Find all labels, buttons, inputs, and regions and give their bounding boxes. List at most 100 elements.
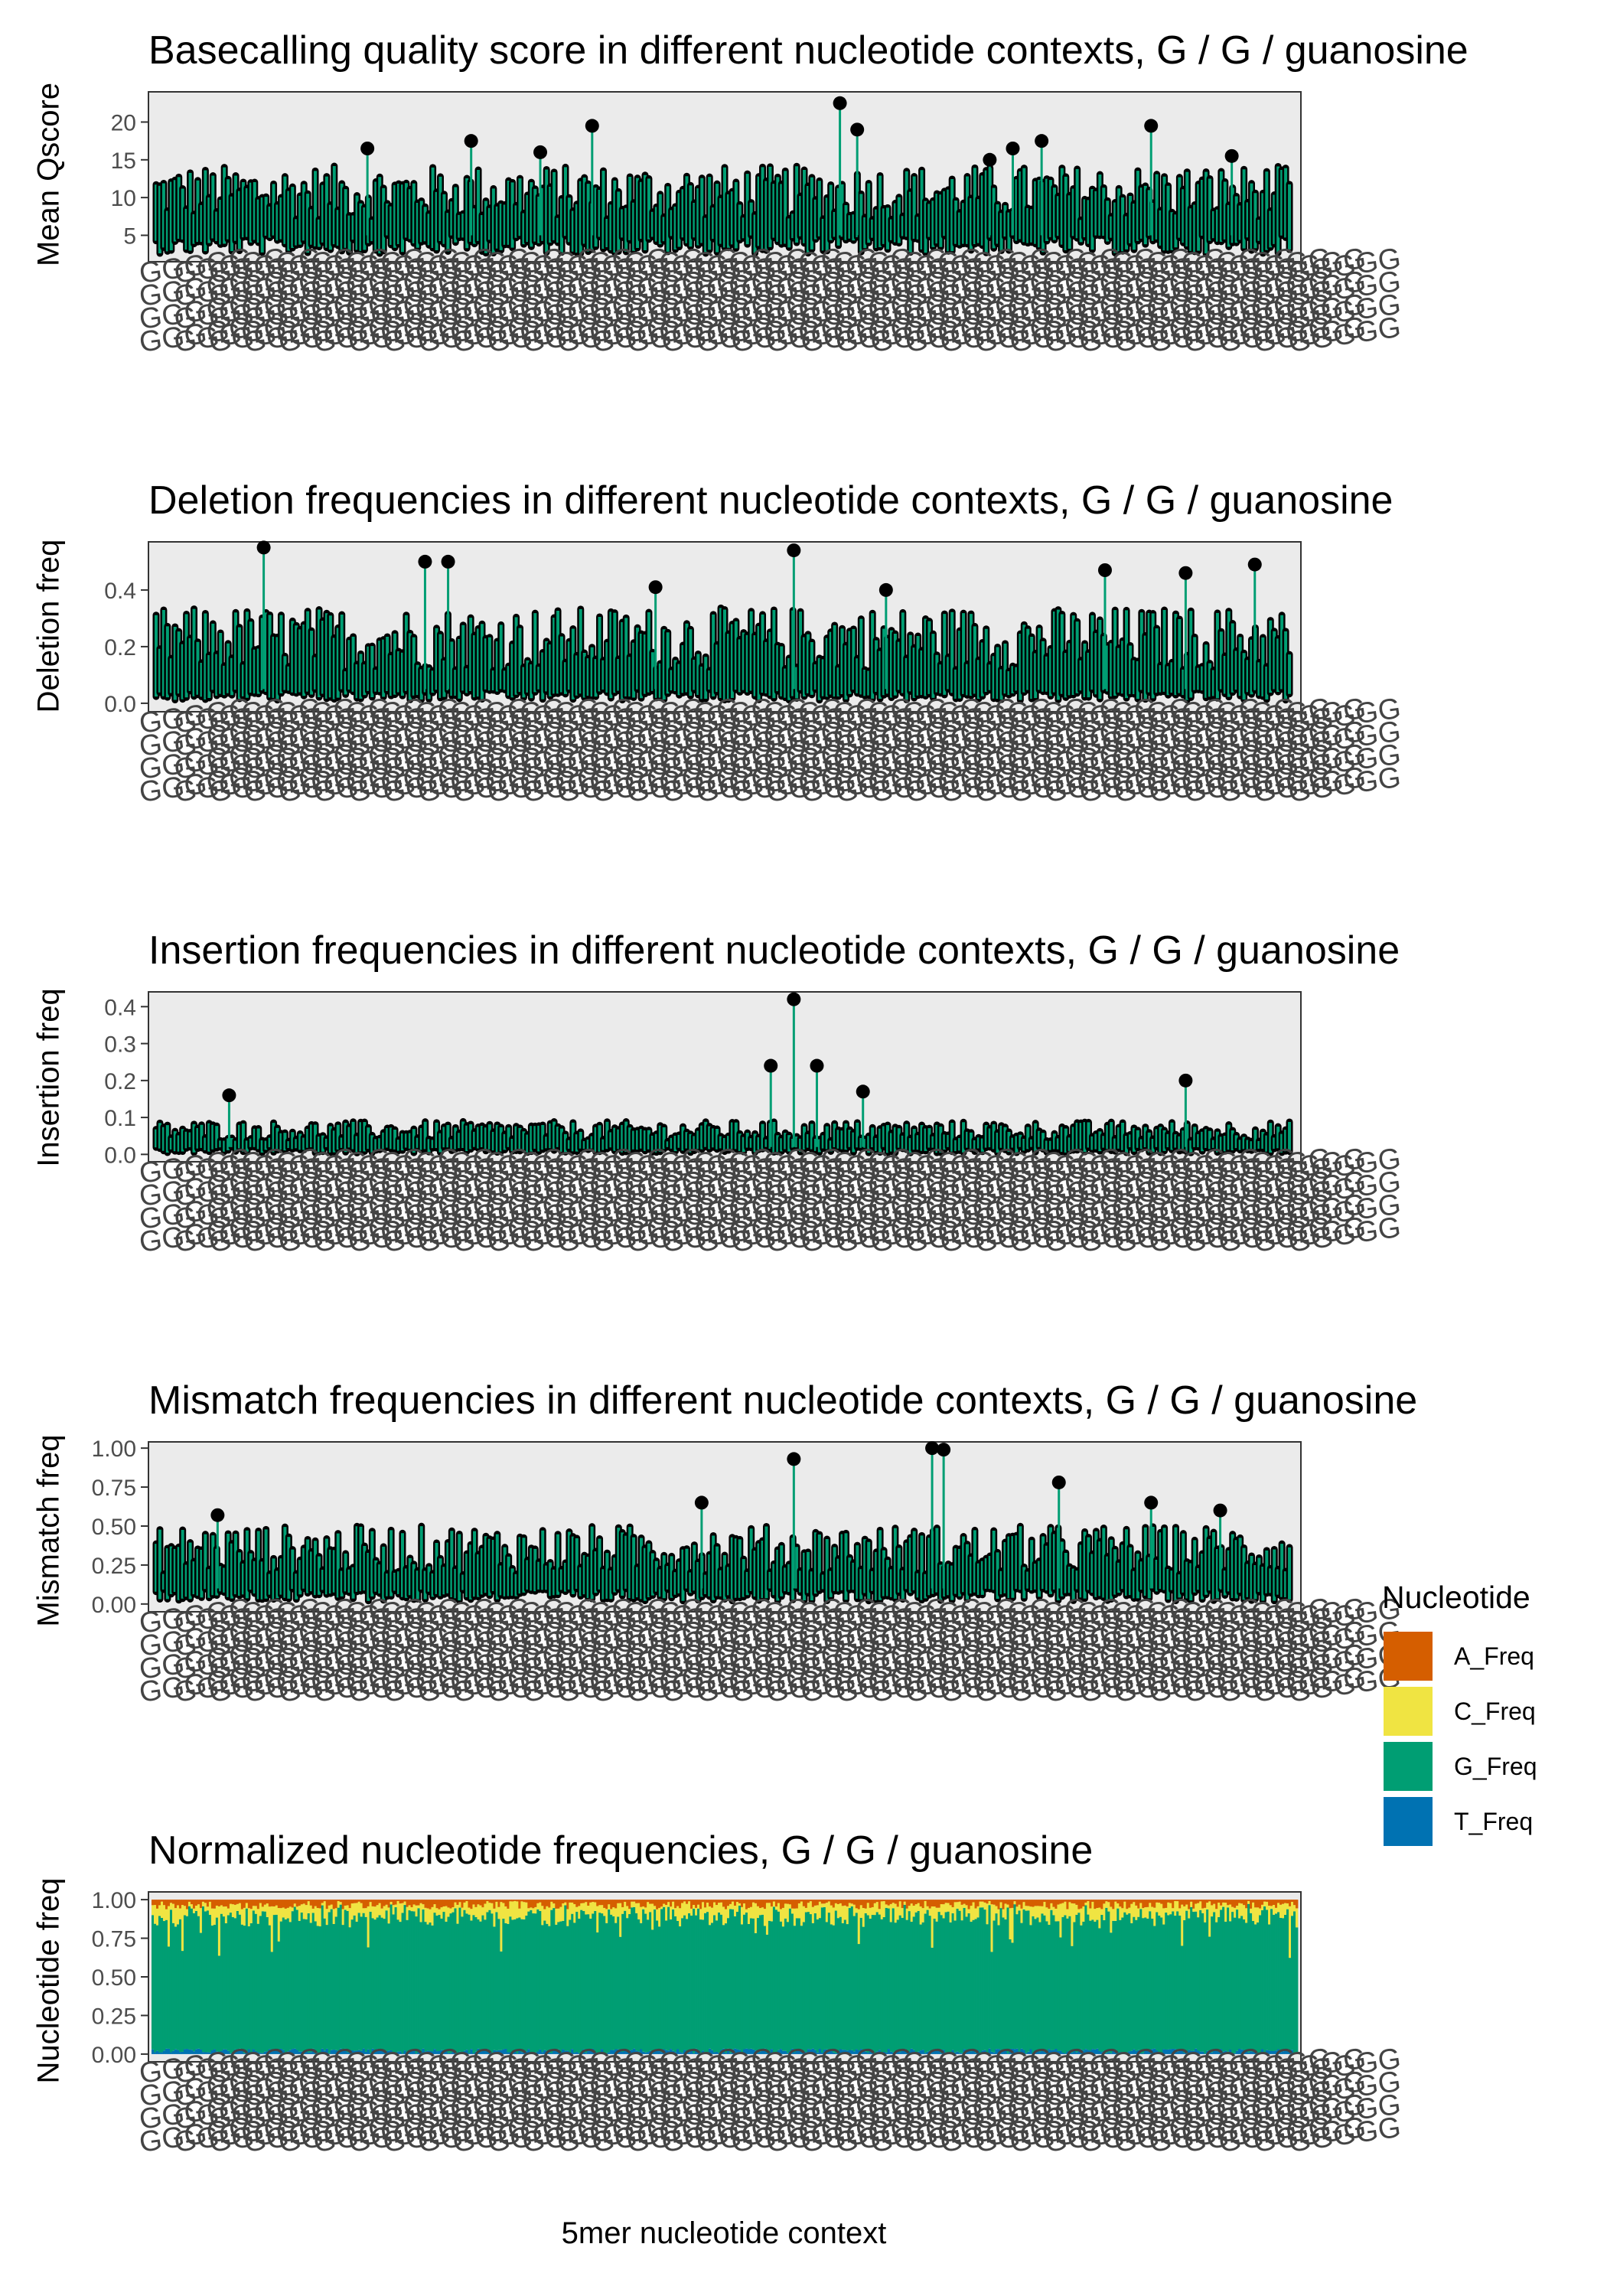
bar-segment-c_freq bbox=[875, 1902, 879, 1913]
bar-segment-g_freq bbox=[367, 1947, 370, 2050]
bar-segment-g_freq bbox=[617, 1916, 620, 2050]
bar-segment-g_freq bbox=[956, 1908, 959, 2052]
bar-segment-t_freq bbox=[523, 2052, 526, 2054]
bar-segment-a_freq bbox=[614, 1900, 618, 1909]
bar-segment-g_freq bbox=[325, 1925, 329, 2049]
x-tick-label: GGGGG bbox=[346, 289, 462, 336]
y-tick-label: 5 bbox=[123, 223, 136, 249]
bar-segment-t_freq bbox=[266, 2051, 269, 2054]
x-tick-label: GGGGG bbox=[1008, 739, 1124, 786]
x-tick-label: GGGGG bbox=[1077, 762, 1194, 809]
bar-segment-t_freq bbox=[1061, 2052, 1064, 2054]
x-tick-label: GGGGG bbox=[1147, 1143, 1263, 1190]
x-tick-label: GGGGG bbox=[276, 311, 393, 359]
bar-segment-t_freq bbox=[642, 2051, 645, 2054]
bar-segment-a_freq bbox=[243, 1900, 246, 1908]
bar-segment-t_freq bbox=[1137, 2050, 1140, 2054]
x-tick-label: GGGGG bbox=[799, 311, 915, 359]
bar-segment-g_freq bbox=[974, 1919, 977, 2053]
bar-segment-t_freq bbox=[852, 2051, 856, 2054]
bar-segment-g_freq bbox=[747, 1923, 751, 2050]
bar-segment-g_freq bbox=[463, 1910, 466, 2051]
bar-segment-g_freq bbox=[1128, 1913, 1131, 2052]
x-tick-label: GGGGG bbox=[1077, 266, 1194, 313]
x-tick-label: GGGGG bbox=[346, 311, 462, 359]
bar-segment-c_freq bbox=[781, 1907, 785, 1927]
x-tick-label: GGGGG bbox=[1251, 1662, 1367, 1709]
x-tick-label: GGGGG bbox=[172, 311, 288, 359]
bar-segment-t_freq bbox=[468, 2053, 471, 2054]
x-tick-label: GGGGG bbox=[451, 693, 567, 740]
bar-segment-c_freq bbox=[484, 1903, 487, 1920]
bar-segment-a_freq bbox=[417, 1900, 420, 1906]
bar-segment-a_freq bbox=[1174, 1900, 1177, 1901]
bar-segment-a_freq bbox=[1220, 1900, 1223, 1906]
x-tick-label: GGGGG bbox=[1112, 762, 1228, 809]
x-tick-label: GGGGG bbox=[833, 739, 950, 786]
bar-segment-g_freq bbox=[970, 1921, 973, 2052]
x-tick-label: GGGGG bbox=[1147, 266, 1263, 313]
panel-2-background bbox=[148, 991, 1302, 1163]
x-tick-label: GGGGG bbox=[416, 311, 532, 359]
x-tick-label: GGGGG bbox=[381, 243, 497, 290]
bar-segment-c_freq bbox=[1091, 1901, 1094, 1920]
x-tick-label: GGGGG bbox=[869, 693, 985, 740]
bar-segment-c_freq bbox=[1192, 1908, 1195, 1912]
x-tick-label: GGGGG bbox=[1008, 1639, 1124, 1686]
bar-segment-a_freq bbox=[383, 1900, 386, 1906]
bar-segment-t_freq bbox=[1059, 2050, 1062, 2054]
bar-segment-g_freq bbox=[442, 1912, 445, 2050]
bar-segment-g_freq bbox=[1025, 1910, 1028, 2053]
x-tick-label: GGGGG bbox=[973, 266, 1089, 313]
bar-segment-c_freq bbox=[1020, 1908, 1023, 1923]
bar-segment-g_freq bbox=[174, 1926, 178, 2050]
bar-segment-a_freq bbox=[1020, 1900, 1023, 1909]
bar-segment-t_freq bbox=[640, 2049, 643, 2054]
bar-segment-a_freq bbox=[201, 1900, 205, 1902]
bar-segment-c_freq bbox=[679, 1908, 682, 1927]
bar-segment-t_freq bbox=[1080, 2049, 1083, 2054]
bar-segment-a_freq bbox=[751, 1900, 755, 1903]
bar-segment-g_freq bbox=[1190, 1906, 1193, 2051]
y-tick-label: 0.2 bbox=[104, 635, 136, 660]
bar-segment-t_freq bbox=[447, 2053, 450, 2054]
bar-segment-t_freq bbox=[353, 2050, 357, 2054]
bar-segment-c_freq bbox=[378, 1903, 381, 1916]
bar-segment-a_freq bbox=[1096, 1900, 1099, 1908]
outlier-point bbox=[648, 580, 663, 595]
bar-segment-g_freq bbox=[825, 1922, 829, 2050]
bar-segment-c_freq bbox=[912, 1906, 916, 1917]
panel-0-series bbox=[152, 96, 1293, 257]
bar-segment-g_freq bbox=[1158, 1915, 1161, 2053]
x-tick-label: GGGGG bbox=[729, 762, 846, 809]
bar-segment-c_freq bbox=[940, 1904, 944, 1916]
bar-segment-t_freq bbox=[1220, 2049, 1223, 2054]
bar-segment-t_freq bbox=[832, 2052, 836, 2054]
bar-segment-a_freq bbox=[215, 1900, 219, 1906]
x-tick-label: GGGGG bbox=[242, 739, 358, 786]
bar-segment-c_freq bbox=[217, 1906, 221, 1956]
bar-segment-g_freq bbox=[704, 1913, 707, 2053]
bar-segment-c_freq bbox=[201, 1901, 205, 1906]
bar-segment-g_freq bbox=[298, 1920, 302, 2052]
bar-segment-g_freq bbox=[1041, 1913, 1044, 2050]
bar-segment-t_freq bbox=[804, 2052, 808, 2054]
bar-segment-t_freq bbox=[516, 2053, 519, 2054]
bar-segment-g_freq bbox=[917, 1910, 921, 2052]
x-tick-label: GGGGG bbox=[346, 266, 462, 313]
x-tick-label: GGGGG bbox=[1112, 1593, 1228, 1640]
bar-segment-a_freq bbox=[495, 1900, 498, 1902]
bar-segment-t_freq bbox=[378, 2050, 381, 2054]
bar-segment-g_freq bbox=[967, 1913, 970, 2051]
bar-segment-g_freq bbox=[873, 1915, 877, 2053]
bar-segment-g_freq bbox=[640, 1923, 643, 2050]
bar-segment-t_freq bbox=[217, 2053, 221, 2054]
bar-segment-t_freq bbox=[965, 2050, 968, 2054]
x-tick-label: GGGGG bbox=[799, 266, 915, 313]
bar-segment-c_freq bbox=[644, 1907, 647, 1914]
x-tick-label: GGGGG bbox=[137, 1593, 253, 1640]
bar-segment-a_freq bbox=[284, 1900, 288, 1909]
x-tick-label: GGGGG bbox=[1112, 243, 1228, 290]
x-tick-label: GGGGG bbox=[346, 1593, 462, 1640]
bar-segment-c_freq bbox=[825, 1903, 829, 1923]
